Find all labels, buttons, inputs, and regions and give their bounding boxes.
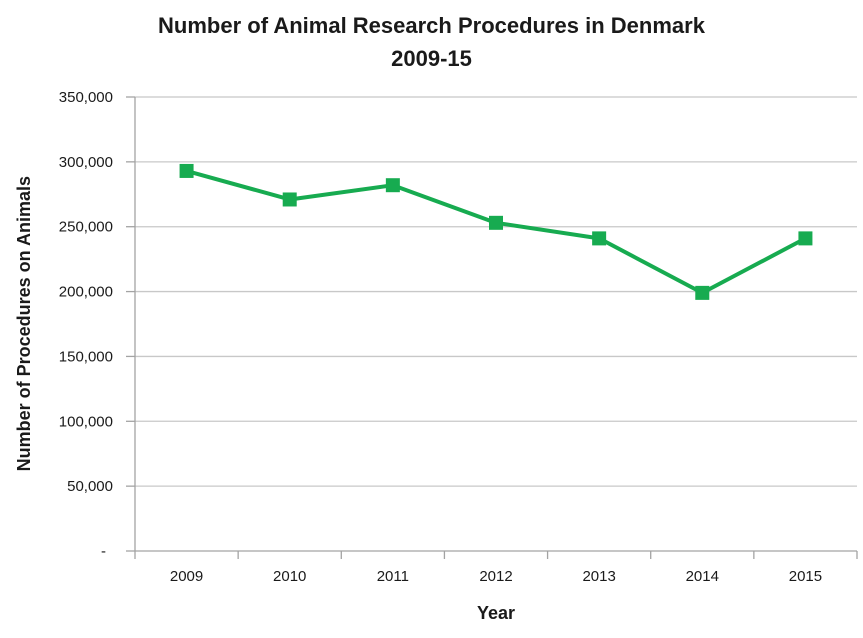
x-axis-title: Year xyxy=(476,603,516,623)
y-tick-label: 50,000 xyxy=(67,478,113,495)
x-tick-label: 2014 xyxy=(686,568,719,585)
chart-title-line1: Number of Animal Research Procedures in … xyxy=(158,13,705,38)
data-point-2009 xyxy=(179,163,194,178)
data-point-2015 xyxy=(798,231,813,246)
x-tick-label: 2013 xyxy=(582,568,615,585)
series-line xyxy=(186,169,807,295)
y-tick-label: 300,000 xyxy=(59,154,113,171)
x-tick-label: 2009 xyxy=(170,568,203,585)
data-point-2014 xyxy=(695,285,710,300)
data-point-2013 xyxy=(592,231,607,246)
y-tick-label: 350,000 xyxy=(59,89,113,106)
x-tick-label: 2010 xyxy=(273,568,306,585)
x-tick-label: 2015 xyxy=(789,568,822,585)
y-tick-label: 250,000 xyxy=(59,219,113,236)
x-tick-label: 2011 xyxy=(377,568,409,585)
y-tick-label: 150,000 xyxy=(59,348,113,365)
chart-title: Number of Animal Research Procedures in … xyxy=(0,9,863,75)
y-tick-label: - xyxy=(101,543,106,560)
data-point-2012 xyxy=(489,215,503,230)
x-tick-label: 2012 xyxy=(479,568,512,585)
data-point-2011 xyxy=(385,178,400,193)
y-tick-label: 100,000 xyxy=(59,413,113,430)
chart-title-line2: 2009-15 xyxy=(391,46,472,71)
data-point-2010 xyxy=(282,192,297,207)
y-tick-label: 200,000 xyxy=(59,284,113,301)
